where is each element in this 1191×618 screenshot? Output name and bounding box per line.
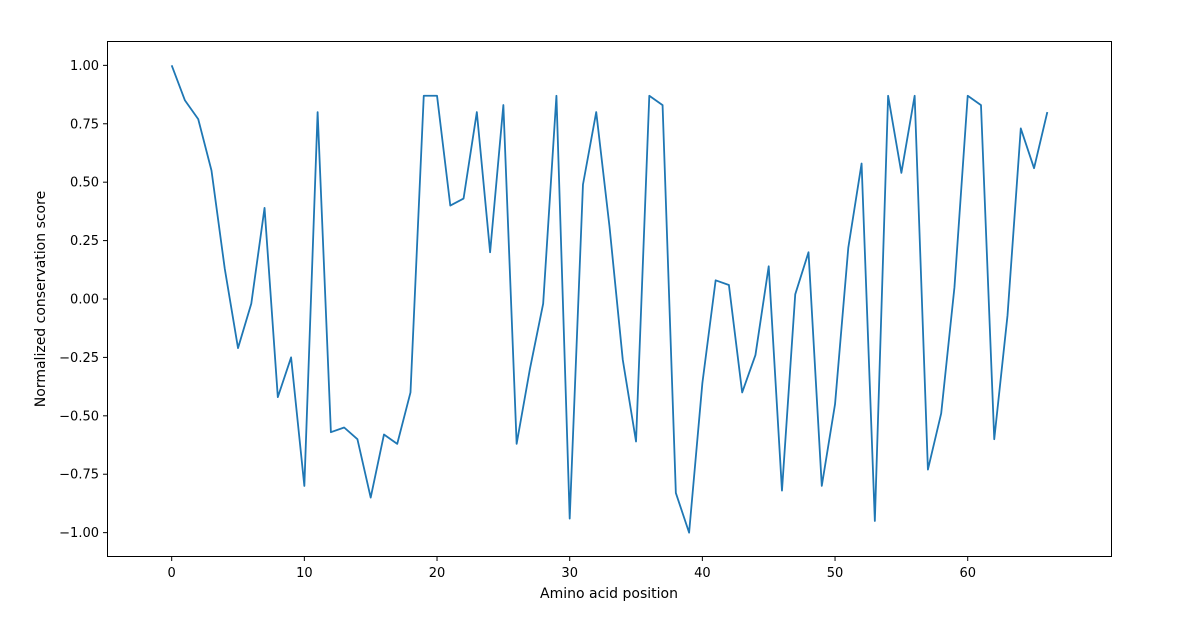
- y-tick-label: 0.75: [70, 117, 99, 132]
- y-axis-ticks: −1.00 −0.75 −0.50 −0.25 0.00 0.25 0.50 0.75 1.00: [59, 59, 108, 541]
- y-tick-label: 0.00: [70, 293, 99, 308]
- x-tick-label: 40: [694, 566, 711, 581]
- y-axis-label: Normalized conservation score: [33, 191, 49, 407]
- x-tick-label: 0: [168, 566, 176, 581]
- y-tick-label: −1.00: [59, 526, 99, 541]
- x-axis-ticks: 0 10 20 30 40 50 60: [168, 556, 976, 581]
- series-line: [170, 65, 1049, 534]
- x-tick-label: 30: [561, 566, 578, 581]
- y-tick-label: 0.50: [70, 176, 99, 191]
- y-tick-label: −0.75: [59, 468, 99, 483]
- x-axis-label: Amino acid position: [540, 586, 678, 602]
- y-tick-label: −0.25: [59, 351, 99, 366]
- x-tick-label: 10: [296, 566, 313, 581]
- y-tick-label: −0.50: [59, 409, 99, 424]
- x-tick-label: 50: [827, 566, 844, 581]
- x-tick-label: 60: [959, 566, 976, 581]
- y-tick-label: 0.25: [70, 234, 99, 249]
- y-tick-label: 1.00: [70, 59, 99, 74]
- x-tick-label: 20: [429, 566, 446, 581]
- plot-frame: [107, 41, 1112, 557]
